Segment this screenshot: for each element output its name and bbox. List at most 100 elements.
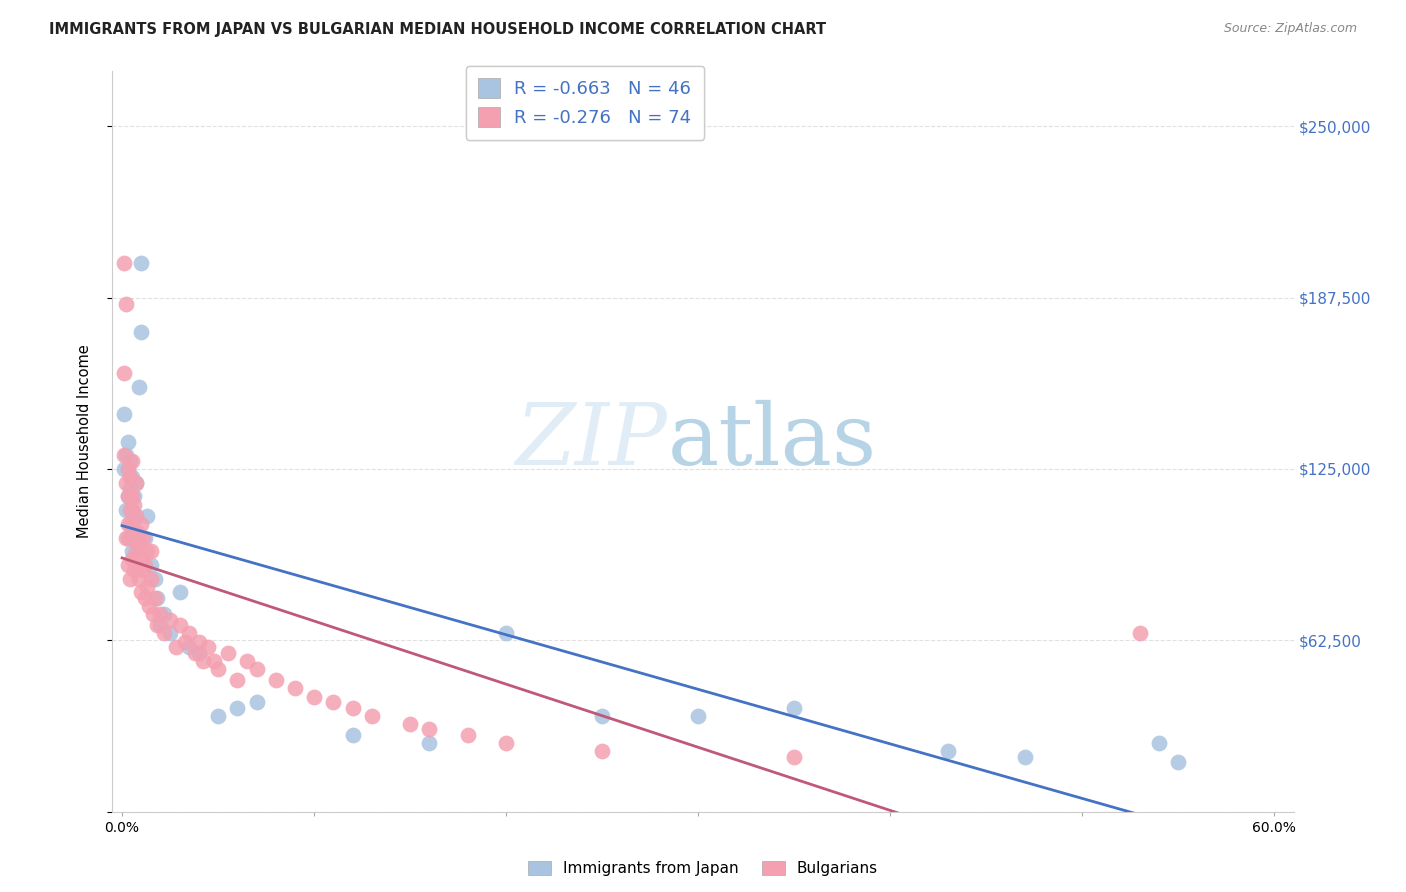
Point	[112, 462, 135, 476]
Point	[302, 690, 325, 704]
Point	[127, 558, 149, 572]
Point	[184, 646, 207, 660]
Point	[129, 585, 152, 599]
Point	[342, 728, 364, 742]
Point	[117, 462, 139, 476]
Point	[118, 531, 141, 545]
Point	[418, 736, 440, 750]
Point	[117, 558, 139, 572]
Point	[495, 736, 517, 750]
Point	[179, 640, 201, 655]
Point	[121, 503, 143, 517]
Text: ZIP: ZIP	[516, 401, 668, 483]
Point	[122, 498, 145, 512]
Point	[783, 750, 806, 764]
Point	[134, 558, 156, 572]
Point	[121, 489, 143, 503]
Point	[179, 626, 201, 640]
Point	[174, 634, 197, 648]
Point	[128, 572, 150, 586]
Point	[115, 475, 138, 490]
Point	[115, 531, 138, 545]
Point	[142, 607, 165, 622]
Point	[121, 516, 143, 531]
Point	[112, 448, 135, 462]
Point	[117, 531, 139, 545]
Point	[1014, 750, 1036, 764]
Point	[129, 516, 152, 531]
Point	[159, 626, 181, 640]
Point	[936, 744, 959, 758]
Text: IMMIGRANTS FROM JAPAN VS BULGARIAN MEDIAN HOUSEHOLD INCOME CORRELATION CHART: IMMIGRANTS FROM JAPAN VS BULGARIAN MEDIA…	[49, 22, 827, 37]
Point	[117, 434, 139, 449]
Point	[117, 489, 139, 503]
Point	[134, 591, 156, 605]
Point	[145, 591, 167, 605]
Point	[128, 536, 150, 550]
Legend: R = -0.663   N = 46, R = -0.276   N = 74: R = -0.663 N = 46, R = -0.276 N = 74	[465, 66, 704, 140]
Point	[132, 531, 155, 545]
Point	[117, 489, 139, 503]
Point	[122, 489, 145, 503]
Point	[124, 475, 146, 490]
Point	[226, 700, 249, 714]
Point	[134, 531, 156, 545]
Point	[128, 380, 150, 394]
Point	[112, 366, 135, 380]
Point	[129, 256, 152, 270]
Point	[399, 717, 422, 731]
Point	[122, 531, 145, 545]
Point	[115, 448, 138, 462]
Point	[122, 531, 145, 545]
Point	[1167, 756, 1189, 770]
Point	[149, 607, 172, 622]
Point	[284, 681, 307, 696]
Point	[226, 673, 249, 687]
Point	[360, 708, 382, 723]
Point	[121, 470, 143, 484]
Legend: Immigrants from Japan, Bulgarians: Immigrants from Japan, Bulgarians	[522, 855, 884, 882]
Point	[139, 572, 162, 586]
Point	[122, 563, 145, 577]
Point	[124, 544, 146, 558]
Point	[138, 599, 160, 613]
Point	[121, 544, 143, 558]
Point	[591, 708, 613, 723]
Point	[118, 516, 141, 531]
Point	[591, 744, 613, 758]
Text: atlas: atlas	[668, 400, 877, 483]
Point	[197, 640, 219, 655]
Point	[169, 618, 191, 632]
Point	[118, 454, 141, 468]
Point	[217, 646, 239, 660]
Y-axis label: Median Household Income: Median Household Income	[77, 344, 91, 539]
Point	[143, 572, 166, 586]
Point	[118, 503, 141, 517]
Point	[129, 325, 152, 339]
Point	[129, 552, 152, 566]
Point	[127, 536, 149, 550]
Point	[117, 516, 139, 531]
Point	[136, 544, 159, 558]
Point	[688, 708, 710, 723]
Point	[118, 572, 141, 586]
Point	[202, 654, 225, 668]
Point	[207, 662, 229, 676]
Point	[1147, 736, 1170, 750]
Point	[159, 613, 181, 627]
Point	[169, 585, 191, 599]
Point	[121, 552, 143, 566]
Point	[139, 558, 162, 572]
Point	[124, 508, 146, 523]
Point	[143, 591, 166, 605]
Point	[136, 508, 159, 523]
Point	[145, 618, 167, 632]
Point	[1129, 626, 1152, 640]
Point	[115, 297, 138, 311]
Point	[124, 508, 146, 523]
Point	[139, 544, 162, 558]
Point	[153, 607, 176, 622]
Point	[124, 475, 146, 490]
Point	[457, 728, 479, 742]
Point	[149, 618, 172, 632]
